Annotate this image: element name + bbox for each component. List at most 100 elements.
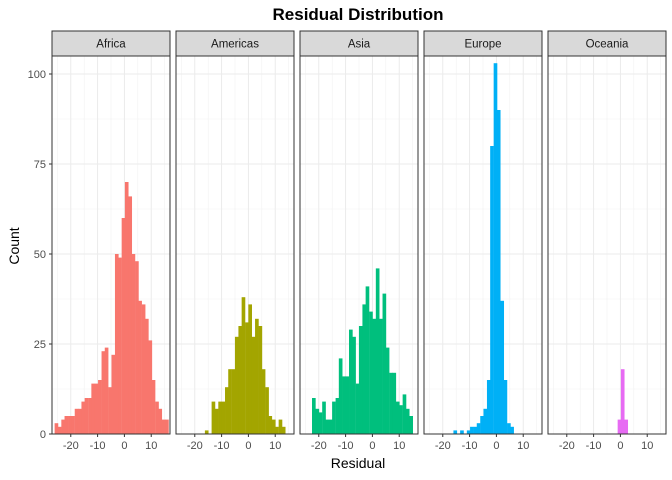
- histogram-bar: [238, 326, 243, 434]
- histogram-bar: [372, 318, 376, 434]
- histogram-bar: [94, 383, 99, 434]
- x-tick-label: -10: [462, 440, 478, 452]
- histogram-bar: [503, 380, 508, 434]
- histogram-bar: [148, 340, 153, 434]
- y-tick-label: 50: [34, 249, 46, 261]
- facet-strip: [175, 30, 295, 57]
- histogram-bar: [121, 218, 126, 434]
- histogram-bar: [617, 419, 622, 434]
- histogram-bar: [500, 300, 505, 434]
- histogram-bar: [328, 419, 333, 434]
- histogram-bar: [98, 380, 102, 434]
- histogram-bar: [486, 380, 491, 434]
- histogram-bar: [248, 304, 252, 434]
- histogram-bar: [493, 63, 498, 434]
- x-tick-label: 0: [369, 440, 375, 452]
- histogram-bar: [64, 416, 69, 434]
- facet-strip-label: Africa: [96, 39, 126, 51]
- histogram-bar: [74, 408, 79, 434]
- histogram-bar: [624, 419, 629, 434]
- histogram-bar: [466, 430, 471, 434]
- histogram-bar: [268, 416, 273, 434]
- x-tick-label: 0: [121, 440, 127, 452]
- facet-strip-label: Oceania: [586, 39, 629, 51]
- histogram-bar: [345, 376, 350, 434]
- histogram-bar: [118, 257, 122, 434]
- histogram-bar: [138, 300, 142, 434]
- histogram-bar: [165, 419, 169, 434]
- histogram-bar: [225, 387, 229, 434]
- histogram-bar: [54, 423, 59, 434]
- histogram-bar: [338, 358, 343, 434]
- y-tick-label: 75: [34, 159, 46, 171]
- histogram-bar: [108, 387, 112, 434]
- histogram-bar: [124, 182, 129, 434]
- x-tick-label: 0: [245, 440, 251, 452]
- chart-title: Residual Distribution: [273, 5, 444, 24]
- histogram-bar: [141, 304, 146, 434]
- histogram-bar: [81, 401, 86, 434]
- histogram-bar: [258, 326, 263, 434]
- histogram-bar: [114, 254, 119, 434]
- histogram-bar: [101, 351, 106, 434]
- x-tick-label: -20: [311, 440, 327, 452]
- histogram-bar: [271, 419, 276, 434]
- y-tick-label: 25: [34, 339, 46, 351]
- facet-panel-americas: Americas -20 -10 0 10: [175, 30, 295, 452]
- histogram-bar: [234, 336, 239, 434]
- histogram-bar: [261, 369, 266, 434]
- histogram-bar: [158, 408, 163, 434]
- histogram-bar: [510, 426, 514, 434]
- histogram-bar: [322, 401, 326, 434]
- histogram-bar: [620, 369, 625, 434]
- histogram-bar: [104, 347, 109, 434]
- x-tick-label: 0: [493, 440, 499, 452]
- histogram-bar: [480, 416, 484, 434]
- histogram-bar: [221, 401, 226, 434]
- histogram-bar: [358, 326, 363, 434]
- x-tick-label: -10: [214, 440, 230, 452]
- histogram-bar: [245, 322, 249, 434]
- histogram-bar: [241, 297, 246, 434]
- x-tick-label: 10: [641, 440, 653, 452]
- histogram-bar: [392, 372, 397, 434]
- histogram-bar: [362, 304, 367, 434]
- x-tick-label: -10: [338, 440, 354, 452]
- histogram-bar: [135, 261, 139, 434]
- x-tick-label: -10: [90, 440, 106, 452]
- histogram-bar: [375, 268, 380, 434]
- histogram-bar: [228, 369, 232, 434]
- histogram-bar: [144, 318, 149, 434]
- histogram-bar: [88, 398, 92, 434]
- histogram-bar: [490, 146, 494, 434]
- histogram-bar: [349, 329, 353, 434]
- histogram-bar: [77, 408, 82, 434]
- histogram-bar: [335, 398, 340, 434]
- x-tick-label: 10: [393, 440, 405, 452]
- histogram-bar: [231, 369, 236, 434]
- histogram-bar: [278, 419, 283, 434]
- histogram-bar: [151, 380, 156, 434]
- facet-panel-oceania: Oceania -20 -10 0 10: [547, 30, 667, 452]
- histogram-bar: [161, 419, 166, 434]
- histogram-bar: [342, 376, 346, 434]
- histogram-bar: [369, 311, 373, 434]
- histogram-bar: [399, 405, 403, 434]
- histogram-bar: [507, 423, 511, 434]
- histogram-bar: [91, 383, 96, 434]
- facet-strip: [299, 30, 419, 57]
- histogram-bar: [312, 398, 316, 434]
- histogram-bar: [218, 401, 222, 434]
- histogram-bar: [496, 110, 501, 434]
- histogram-bar: [251, 336, 256, 434]
- histogram-bar: [204, 430, 209, 434]
- facet-strip: [423, 30, 543, 57]
- facet-panel-asia: Asia -20 -10 0 10: [299, 30, 419, 452]
- histogram-bar: [382, 293, 387, 434]
- x-tick-label: 10: [145, 440, 157, 452]
- histogram-bar: [281, 426, 286, 434]
- x-tick-label: -10: [586, 440, 602, 452]
- histogram-bar: [402, 394, 407, 434]
- x-tick-label: -20: [63, 440, 79, 452]
